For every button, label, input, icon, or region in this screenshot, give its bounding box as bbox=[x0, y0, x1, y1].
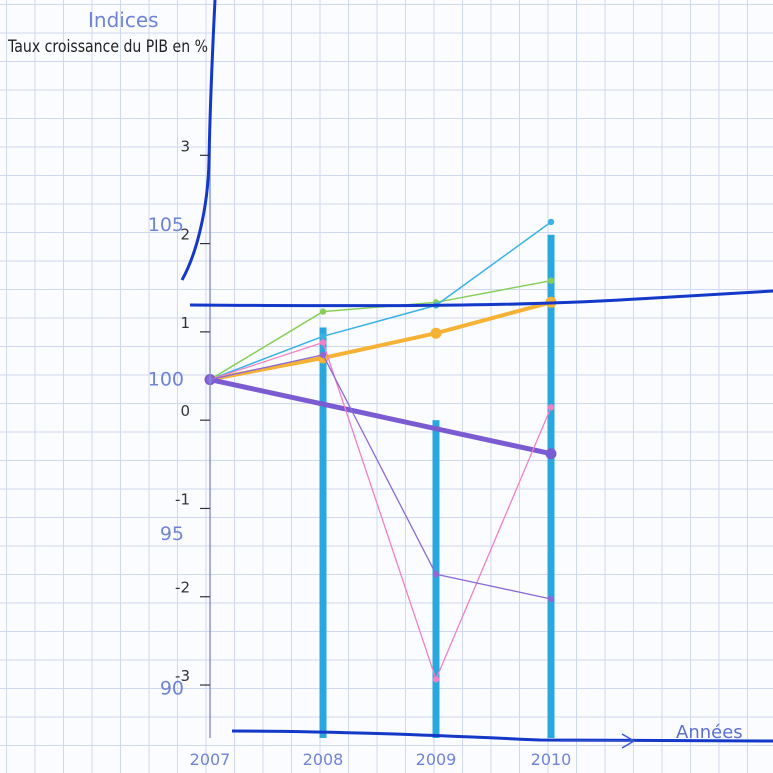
index-tick-label: 90 bbox=[160, 678, 184, 700]
series-line-1 bbox=[209, 279, 552, 381]
growth-tick-label: 3 bbox=[180, 137, 190, 155]
growth-tick-label: 0 bbox=[180, 402, 190, 420]
growth-tick-label: -3 bbox=[175, 667, 190, 685]
y-axis-ink-top bbox=[180, 0, 217, 281]
series-2-point-3 bbox=[547, 218, 555, 226]
series-5-point-3 bbox=[547, 404, 555, 411]
chart-bars bbox=[319, 234, 555, 738]
x-axis-ink-bottom bbox=[231, 729, 773, 743]
x-tick-label: 2008 bbox=[303, 750, 344, 769]
x-axis-arrow bbox=[560, 733, 636, 749]
chart-lines bbox=[204, 218, 557, 683]
series-6-point-3 bbox=[547, 595, 555, 603]
series-line-3 bbox=[208, 300, 553, 382]
series-6-point-1 bbox=[319, 351, 327, 359]
growth-tick-label: 2 bbox=[180, 226, 190, 244]
growth-tick-label: 1 bbox=[180, 314, 190, 332]
series-2-point-1 bbox=[319, 333, 327, 340]
series-1-point-3 bbox=[547, 277, 555, 284]
baseline-100 bbox=[189, 289, 773, 308]
bar-2010 bbox=[547, 234, 555, 738]
chart-labels: Indices Taux croissance du PIB en % Anné… bbox=[7, 8, 742, 769]
series-line-4 bbox=[207, 377, 554, 457]
series-line-6 bbox=[209, 354, 552, 600]
bar-2008 bbox=[319, 327, 327, 738]
growth-tick-label: -2 bbox=[175, 579, 190, 597]
index-tick-label: 105 bbox=[148, 214, 184, 236]
ylabel-growth: Taux croissance du PIB en % bbox=[7, 37, 208, 57]
series-1-point-1 bbox=[319, 308, 327, 315]
growth-tick-label: -1 bbox=[175, 490, 190, 508]
series-line-5 bbox=[209, 341, 552, 680]
index-tick-label: 95 bbox=[160, 523, 184, 545]
series-3-point-2 bbox=[430, 327, 442, 339]
ylabel-growth-text: Taux croissance du PIB en % bbox=[7, 37, 208, 57]
x-tick-label: 2009 bbox=[416, 750, 457, 769]
series-4-point-1 bbox=[545, 448, 557, 460]
series-6-point-2 bbox=[432, 571, 440, 578]
series-5-point-2 bbox=[432, 676, 440, 683]
x-tick-label: 2007 bbox=[190, 750, 231, 769]
xlabel-annees: Années bbox=[676, 722, 743, 743]
bar-2009 bbox=[432, 420, 440, 738]
ylabel-indices: Indices bbox=[88, 8, 159, 32]
series-5-point-1 bbox=[319, 339, 327, 346]
index-tick-label: 100 bbox=[148, 369, 184, 391]
chart-axes bbox=[180, 0, 773, 749]
series-line-2 bbox=[209, 221, 552, 381]
x-tick-label: 2010 bbox=[531, 750, 572, 769]
